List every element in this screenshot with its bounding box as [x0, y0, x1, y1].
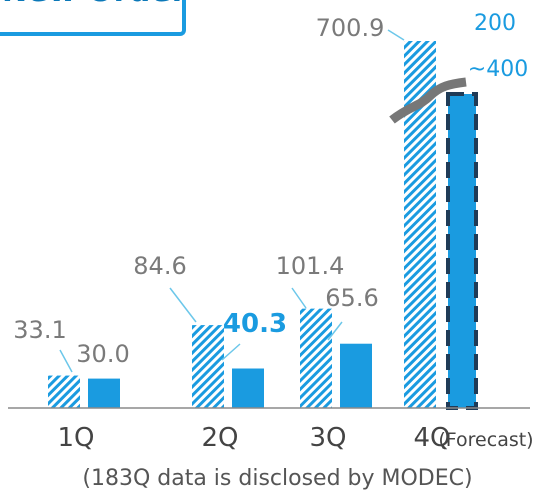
leader-3Q-hatched: [291, 287, 307, 309]
data-label-2Q-hatched: 84.6: [133, 252, 186, 280]
tick-label-4Q: 4Q: [413, 423, 450, 453]
data-label-4Q-hatched: 700.9: [316, 14, 385, 42]
bar-forecast-4Q: [446, 92, 478, 410]
data-label-2Q-solid: 40.3: [223, 309, 287, 339]
leader-3Q-solid: [327, 321, 343, 341]
data-label-1Q-solid: 30.0: [76, 340, 129, 368]
tick-label-3Q: 3Q: [309, 423, 346, 453]
forecast-label-top: 200: [474, 11, 516, 36]
chart-footnote: (183Q data is disclosed by MODEC): [82, 466, 473, 491]
bar-solid-1Q: [88, 378, 120, 408]
data-label-3Q-solid: 65.6: [325, 284, 378, 312]
tick-label-1Q: 1Q: [57, 423, 94, 453]
leader-2Q-hatched: [169, 287, 197, 323]
chart-title-box: New Order: [0, 0, 187, 36]
bar-solid-3Q: [340, 343, 372, 408]
axis-break-mark: [389, 77, 467, 124]
data-label-1Q-hatched: 33.1: [13, 316, 66, 344]
leader-2Q-solid: [221, 343, 241, 361]
leader-1Q-hatched: [59, 349, 73, 373]
leader-4Q-hatched: [387, 29, 405, 41]
bar-hatched-1Q: [48, 375, 80, 408]
tick-label-2Q: 2Q: [201, 423, 238, 453]
chart-title: New Order: [2, 0, 187, 9]
data-label-3Q-hatched: 101.4: [276, 252, 345, 280]
bar-solid-2Q: [232, 368, 264, 408]
bar-hatched-2Q: [192, 325, 224, 408]
bar-hatched-3Q: [300, 308, 332, 408]
forecast-note: (Forecast): [438, 429, 533, 451]
forecast-label-bottom: ~400: [468, 57, 528, 82]
